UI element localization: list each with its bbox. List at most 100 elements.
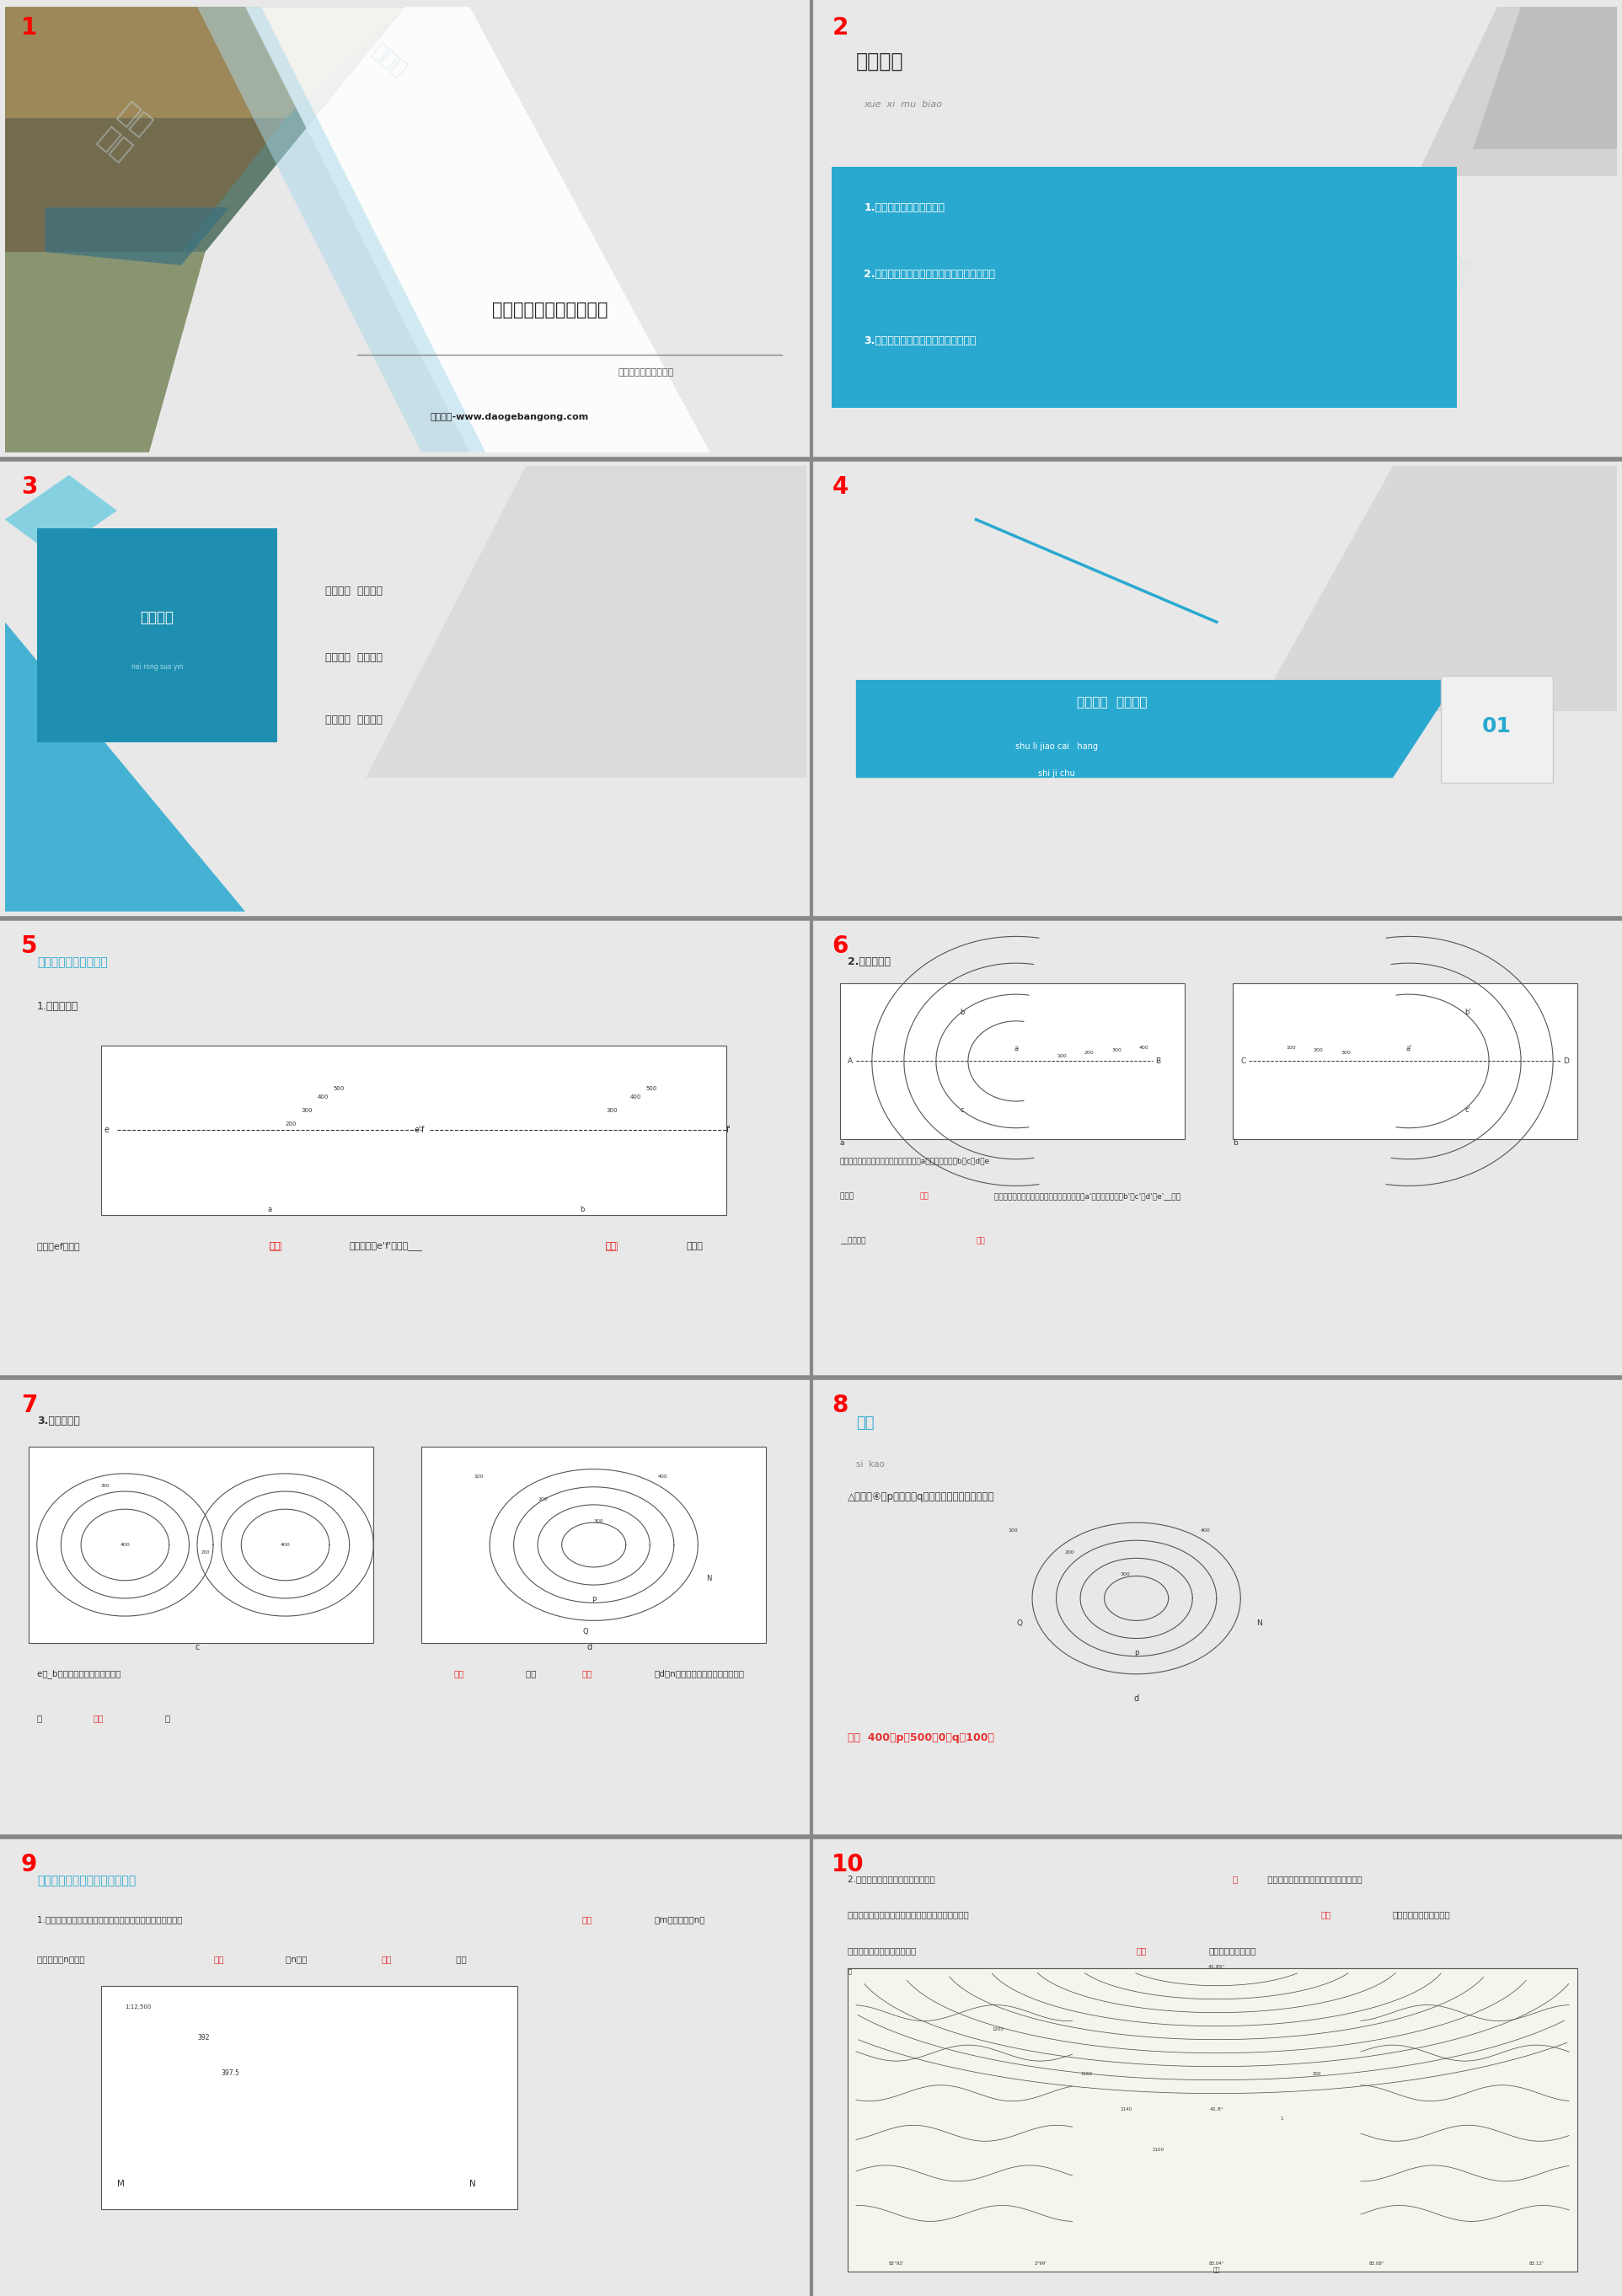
Text: 400: 400 <box>281 1543 290 1548</box>
Text: Q: Q <box>582 1628 589 1635</box>
Text: 。: 。 <box>165 1715 170 1722</box>
Text: 2.山脊与山谷: 2.山脊与山谷 <box>848 957 890 967</box>
Text: b': b' <box>1465 1008 1471 1015</box>
Text: A: A <box>848 1058 853 1065</box>
Text: 平坦: 平坦 <box>582 1915 592 1924</box>
Text: 500: 500 <box>646 1086 657 1091</box>
Text: N: N <box>1257 1619 1262 1626</box>
Text: b: b <box>1233 1139 1238 1146</box>
Text: 学习目标: 学习目标 <box>856 51 903 71</box>
FancyBboxPatch shape <box>1440 675 1552 783</box>
Polygon shape <box>5 475 117 556</box>
Text: 500: 500 <box>334 1086 344 1091</box>
Text: 探究重点  提升素养: 探究重点 提升素养 <box>326 652 383 664</box>
Polygon shape <box>856 680 1457 778</box>
Text: △图中，④图p地、崖底q地的海拔范围分别是多少？: △图中，④图p地、崖底q地的海拔范围分别是多少？ <box>848 1492 994 1502</box>
Text: 积扇的边缘，冲积扇的等高线间距与周边不同，分布: 积扇的边缘，冲积扇的等高线间距与周边不同，分布 <box>848 1910 972 1919</box>
Text: 300: 300 <box>1341 1052 1351 1056</box>
Text: d: d <box>587 1644 592 1651</box>
Text: 鞍部: 鞍部 <box>582 1669 592 1678</box>
Text: 1100: 1100 <box>1152 2147 1165 2151</box>
Text: 高，是: 高，是 <box>840 1192 856 1201</box>
Text: shu li jiao cai   hang: shu li jiao cai hang <box>1015 742 1098 751</box>
Polygon shape <box>5 117 285 253</box>
FancyBboxPatch shape <box>832 168 1457 409</box>
Text: 1: 1 <box>21 16 37 39</box>
Text: 图中，ef等高线: 图中，ef等高线 <box>37 1242 83 1249</box>
Text: f: f <box>422 1125 425 1134</box>
Text: C: C <box>1241 1058 1246 1065</box>
Text: Q: Q <box>1015 1619 1022 1626</box>
Text: 6: 6 <box>832 934 848 957</box>
Text: 400: 400 <box>1200 1529 1210 1531</box>
Polygon shape <box>45 207 229 266</box>
Text: 稀疏: 稀疏 <box>1320 1910 1332 1919</box>
Text: e: e <box>104 1125 109 1134</box>
Text: P: P <box>592 1596 595 1605</box>
Text: 梳理教材  夯实基础: 梳理教材 夯实基础 <box>1077 696 1147 709</box>
Text: 道格
办公: 道格 办公 <box>92 99 157 165</box>
Text: e': e' <box>414 1125 422 1134</box>
Text: 一、认识等高线地形图: 一、认识等高线地形图 <box>37 957 107 969</box>
Text: 83.08°: 83.08° <box>1369 2262 1385 2266</box>
Text: 200: 200 <box>539 1497 548 1502</box>
Text: 1: 1 <box>1281 2117 1283 2122</box>
Text: 二、应用等高线地形图分析地貌: 二、应用等高线地形图分析地貌 <box>37 1876 136 1887</box>
Text: __值部位。: __值部位。 <box>840 1238 866 1244</box>
Text: 200: 200 <box>1064 1550 1074 1554</box>
Text: 300: 300 <box>607 1109 618 1114</box>
Text: 1.缓坡与陡坡: 1.缓坡与陡坡 <box>37 1001 78 1013</box>
Text: 陡坡。: 陡坡。 <box>686 1242 702 1249</box>
Text: 山脊: 山脊 <box>920 1192 929 1201</box>
FancyBboxPatch shape <box>37 528 277 742</box>
Text: 300: 300 <box>1121 1573 1131 1577</box>
Polygon shape <box>1473 7 1617 149</box>
Bar <box>101 1045 727 1215</box>
Text: 图中，每条高线由高处向低处凸出，说明a处海拔较两侧的b、c、d、e: 图中，每条高线由高处向低处凸出，说明a处海拔较两侧的b、c、d、e <box>840 1157 989 1164</box>
Text: 3.鞍部与陡崖: 3.鞍部与陡崖 <box>37 1417 79 1426</box>
Text: xue  xi  mu  biao: xue xi mu biao <box>865 101 942 108</box>
Text: 梳理教材  夸实基础: 梳理教材 夸实基础 <box>326 585 383 597</box>
Polygon shape <box>1257 466 1617 712</box>
Text: 道格办: 道格办 <box>368 41 410 80</box>
Text: 3.应用分层设色图分析不同地貌特征。: 3.应用分层设色图分析不同地貌特征。 <box>865 335 976 347</box>
Text: 内容索引: 内容索引 <box>139 611 174 625</box>
Text: 41.85°: 41.85° <box>1208 1965 1225 1970</box>
Bar <box>848 1968 1577 2271</box>
Polygon shape <box>5 7 406 253</box>
Text: 100: 100 <box>1009 1529 1019 1531</box>
Text: 扇体地表起伏和缓，地势比较: 扇体地表起伏和缓，地势比较 <box>848 1947 920 1954</box>
Text: 7: 7 <box>21 1394 37 1417</box>
Text: 2: 2 <box>832 16 848 39</box>
Text: 平坦: 平坦 <box>1137 1947 1147 1954</box>
Text: 是: 是 <box>37 1715 45 1722</box>
Text: a: a <box>1014 1045 1019 1052</box>
Text: 道格
办公: 道格 办公 <box>1440 255 1473 294</box>
Text: 思考: 思考 <box>856 1417 874 1430</box>
Text: a': a' <box>1406 1045 1411 1052</box>
Text: a: a <box>268 1205 271 1215</box>
Text: 5: 5 <box>21 934 37 957</box>
Text: si  kao: si kao <box>856 1460 884 1469</box>
Polygon shape <box>245 7 710 452</box>
Text: c': c' <box>1465 1107 1471 1114</box>
Bar <box>29 1446 373 1644</box>
Text: 83.12°: 83.12° <box>1530 2262 1544 2266</box>
Text: 300: 300 <box>101 1483 110 1488</box>
Text: ，说明与周围山地相比，: ，说明与周围山地相比， <box>1393 1910 1450 1919</box>
Text: 200: 200 <box>285 1120 297 1127</box>
Text: 300: 300 <box>594 1520 603 1525</box>
Text: 稀疏: 稀疏 <box>269 1242 281 1249</box>
Text: 迎风: 迎风 <box>212 1954 224 1963</box>
Text: b: b <box>960 1008 965 1015</box>
Text: 1:12,500: 1:12,500 <box>125 2004 151 2009</box>
Text: 坡。: 坡。 <box>454 1954 467 1963</box>
Text: a: a <box>840 1139 845 1146</box>
Text: 400: 400 <box>629 1095 641 1100</box>
Text: ；d图n处若干条等高线重叠在一起，: ；d图n处若干条等高线重叠在一起， <box>654 1669 744 1678</box>
Text: 400: 400 <box>318 1095 329 1100</box>
Text: 8: 8 <box>832 1394 848 1417</box>
Polygon shape <box>198 7 485 452</box>
Text: 相等: 相等 <box>454 1669 464 1678</box>
Text: 82°92': 82°92' <box>889 2262 903 2266</box>
